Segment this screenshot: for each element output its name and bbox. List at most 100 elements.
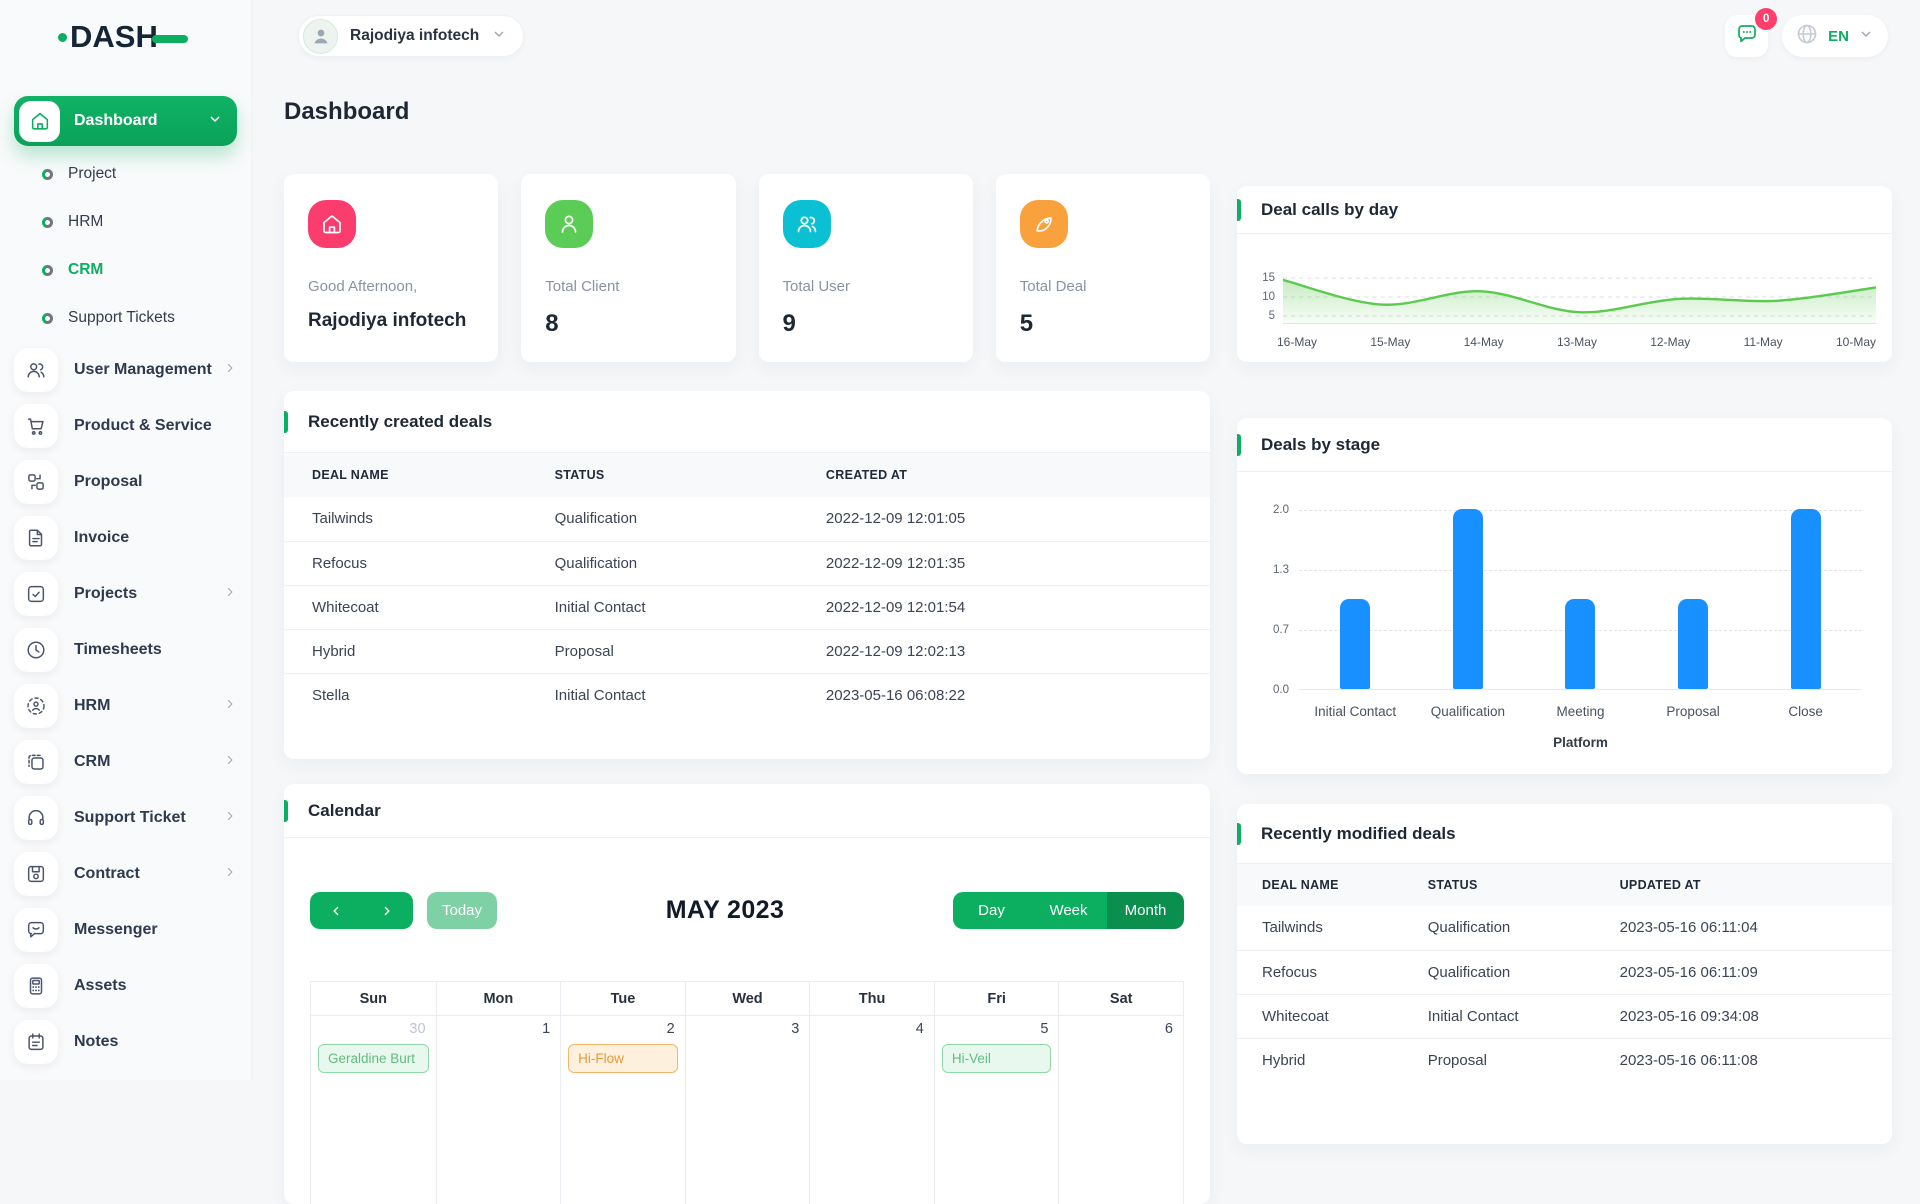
table-cell: Qualification bbox=[526, 540, 798, 585]
calendar-day-cell: 6 bbox=[1058, 1016, 1183, 1204]
recently-created-deals-card: Recently created deals DEAL NAME STATUS CR… bbox=[284, 391, 1210, 759]
sidebar-menu: Dashboard Project HRM CRM Support Ticket… bbox=[14, 96, 237, 1070]
sidebar-item-label: Support Ticket bbox=[74, 809, 186, 826]
prev-button[interactable] bbox=[310, 904, 362, 918]
sidebar-item-messenger[interactable]: Messenger bbox=[14, 902, 237, 958]
calendar-day-cell: 2 Hi-Flow bbox=[560, 1016, 685, 1204]
day-number: 6 bbox=[1164, 1021, 1173, 1037]
stat-label: Total Client bbox=[545, 278, 620, 295]
today-button[interactable]: Today bbox=[427, 892, 497, 929]
table-cell: 2023-05-16 06:11:04 bbox=[1619, 919, 1758, 937]
chevron-right-icon bbox=[227, 587, 233, 596]
calendar-prev-next-buttons[interactable] bbox=[310, 892, 413, 929]
bar bbox=[1678, 599, 1709, 689]
users-icon bbox=[797, 216, 816, 233]
calendar-event[interactable]: Geraldine Burt bbox=[318, 1044, 429, 1073]
stat-card-total-client: Total Client 8 bbox=[521, 174, 736, 362]
main-content: Dashboard Good Afternoon, Rajodiya infot… bbox=[284, 72, 1892, 1204]
sidebar-item-label: Projects bbox=[74, 585, 138, 602]
y-tick-label: 5 bbox=[1268, 310, 1275, 322]
x-tick-label: 12-May bbox=[1650, 335, 1691, 349]
sidebar-item-invoice[interactable]: Invoice bbox=[14, 510, 237, 566]
sidebar-subitem-crm[interactable]: CRM bbox=[42, 246, 237, 294]
sidebar: DASH Dashboard Project HRM CRM Support T… bbox=[0, 0, 252, 1080]
sidebar-item-projects[interactable]: Projects bbox=[14, 566, 237, 622]
calendar-event[interactable]: Hi-Flow bbox=[568, 1044, 678, 1073]
calendar-toolbar: Today MAY 2023 Day Week Month bbox=[310, 892, 1184, 929]
day-number: 3 bbox=[791, 1021, 800, 1037]
x-tick-label: 16-May bbox=[1277, 335, 1318, 349]
view-week-button[interactable]: Week bbox=[1030, 892, 1107, 929]
calendar-day-cell: 1 bbox=[435, 1016, 561, 1204]
messages-button[interactable]: 0 bbox=[1725, 8, 1778, 57]
notebook-icon bbox=[28, 1033, 44, 1051]
next-button[interactable] bbox=[362, 904, 414, 918]
calendar-event[interactable]: Hi-Veil bbox=[941, 1044, 1052, 1073]
stat-card-total-deal: Total Deal 5 bbox=[995, 174, 1210, 362]
chevron-left-icon bbox=[333, 906, 339, 915]
company-avatar bbox=[303, 18, 338, 54]
app-logo[interactable]: DASH bbox=[58, 16, 237, 58]
sidebar-item-label: Messenger bbox=[74, 921, 158, 938]
language-selector[interactable]: EN bbox=[1782, 15, 1888, 57]
company-selector[interactable]: Rajodiya infotech bbox=[298, 15, 525, 57]
sidebar-item-crm[interactable]: CRM bbox=[14, 734, 237, 790]
day-header: Thu bbox=[809, 982, 934, 1016]
area-chart-svg bbox=[1283, 277, 1876, 324]
sidebar-item-notes[interactable]: Notes bbox=[14, 1014, 237, 1070]
table-row: Tailwinds Qualification 2022-12-09 12:01:0… bbox=[284, 497, 1210, 541]
x-tick-label: Close bbox=[1788, 704, 1823, 719]
sidebar-item-assets[interactable]: Assets bbox=[14, 958, 237, 1014]
table-cell: Qualification bbox=[1427, 919, 1511, 937]
calendar-month-label: MAY 2023 bbox=[665, 896, 785, 924]
day-number: 2 bbox=[666, 1021, 675, 1037]
calendar-day-cell: 30 Geraldine Burt bbox=[311, 1016, 436, 1204]
view-month-button[interactable]: Month bbox=[1107, 892, 1184, 929]
x-tick-label: Proposal bbox=[1666, 704, 1720, 719]
language-code: EN bbox=[1828, 27, 1849, 45]
chat-icon bbox=[27, 921, 45, 938]
top-bar: Rajodiya infotech 0 EN bbox=[252, 0, 1920, 72]
day-header: Fri bbox=[933, 982, 1059, 1016]
day-header: Mon bbox=[435, 982, 561, 1016]
table-cell: Whitecoat bbox=[284, 584, 527, 629]
recently-modified-deals-card: Recently modified deals DEAL NAME STATUS U… bbox=[1237, 804, 1892, 1144]
sidebar-item-proposal[interactable]: Proposal bbox=[14, 454, 237, 510]
user-icon bbox=[561, 215, 577, 233]
home-icon bbox=[323, 215, 341, 234]
sidebar-subitem-project[interactable]: Project bbox=[42, 150, 237, 198]
sidebar-item-contract[interactable]: Contract bbox=[14, 846, 237, 902]
x-tick-label: Meeting bbox=[1556, 704, 1605, 719]
sidebar-item-label: CRM bbox=[74, 753, 111, 770]
day-number: 30 bbox=[409, 1021, 426, 1037]
sidebar-subitem-support-tickets[interactable]: Support Tickets bbox=[42, 294, 237, 342]
sidebar-item-hrm[interactable]: HRM bbox=[14, 678, 237, 734]
table-cell: Tailwinds bbox=[1262, 919, 1323, 937]
bullet-icon bbox=[42, 216, 53, 228]
file-icon bbox=[28, 529, 43, 547]
table-cell: 2023-05-16 06:11:08 bbox=[1594, 1037, 1892, 1082]
page-title: Dashboard bbox=[284, 98, 410, 125]
sidebar-item-product-service[interactable]: Product & Service bbox=[14, 398, 237, 454]
stats-row: Good Afternoon, Rajodiya infotech Total … bbox=[284, 174, 1210, 362]
y-tick-label: 15 bbox=[1262, 272, 1275, 284]
sidebar-subitem-hrm[interactable]: HRM bbox=[42, 198, 237, 246]
y-tick-label: 0.0 bbox=[1273, 684, 1289, 696]
x-tick-label: 10-May bbox=[1835, 335, 1876, 349]
created-deals-table: DEAL NAME STATUS CREATED AT Tailwinds Qualif… bbox=[284, 453, 1210, 717]
table-cell: Refocus bbox=[284, 540, 527, 585]
table-cell: Initial Contact bbox=[1402, 993, 1595, 1038]
calendar-day-cell: 4 bbox=[809, 1016, 934, 1204]
table-cell: Initial Contact bbox=[526, 672, 798, 717]
view-day-button[interactable]: Day bbox=[953, 892, 1030, 929]
y-tick-label: 1.3 bbox=[1273, 564, 1289, 576]
sidebar-item-user-management[interactable]: User Management bbox=[14, 342, 237, 398]
column-header: CREATED AT bbox=[797, 453, 1210, 497]
logo-dot-icon bbox=[58, 32, 67, 42]
sidebar-item-label: Notes bbox=[74, 1033, 119, 1050]
sidebar-item-timesheets[interactable]: Timesheets bbox=[14, 622, 237, 678]
sidebar-item-dashboard[interactable]: Dashboard bbox=[14, 96, 237, 146]
sidebar-item-support-ticket[interactable]: Support Ticket bbox=[14, 790, 237, 846]
globe-icon bbox=[1797, 24, 1817, 43]
sidebar-item-label: Contract bbox=[74, 865, 140, 882]
